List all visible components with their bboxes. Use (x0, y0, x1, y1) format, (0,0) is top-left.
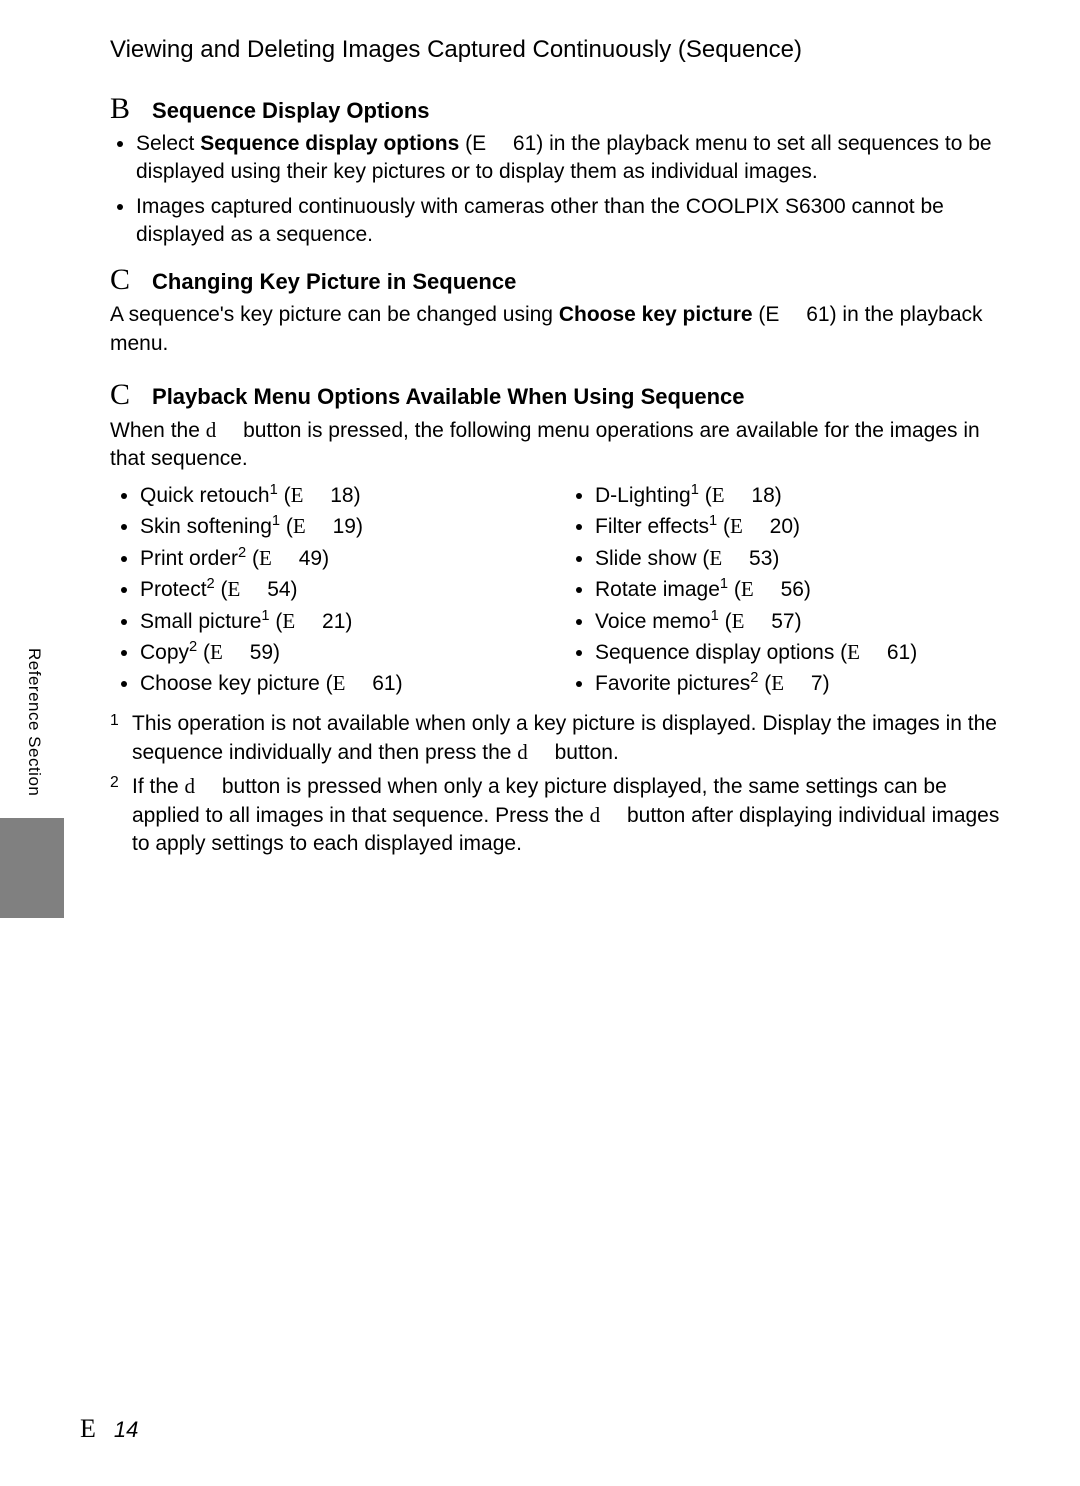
menu-option-item: Small picture1 (E 21) (140, 606, 545, 637)
section-c2-header: C Playback Menu Options Available When U… (110, 380, 1000, 410)
menu-option-item: Protect2 (E 54) (140, 574, 545, 605)
menu-option-item: Print order2 (E 49) (140, 543, 545, 574)
section-b-header: B Sequence Display Options (110, 94, 1000, 124)
footnotes: 1 This operation is not available when o… (110, 710, 1000, 859)
menu-option-item: Choose key picture (E 61) (140, 668, 545, 699)
page: Viewing and Deleting Images Captured Con… (0, 0, 1080, 1486)
side-tab: Reference Section (24, 648, 64, 898)
section-c1-body: A sequence's key picture can be changed … (110, 301, 1000, 358)
section-c2-heading: Playback Menu Options Available When Usi… (152, 384, 745, 410)
section-b-list: Select Sequence display options (E 61) i… (110, 130, 1000, 249)
side-tab-bar (0, 818, 64, 918)
page-title: Viewing and Deleting Images Captured Con… (110, 36, 1000, 64)
menu-option-item: Rotate image1 (E 56) (595, 574, 1000, 605)
menu-options-left: Quick retouch1 (E 18)Skin softening1 (E … (110, 480, 545, 700)
menu-options-columns: Quick retouch1 (E 18)Skin softening1 (E … (110, 480, 1000, 700)
footnote-2: 2 If the d button is pressed when only a… (110, 772, 1000, 859)
section-b-heading: Sequence Display Options (152, 98, 430, 124)
menu-options-right: D-Lighting1 (E 18)Filter effects1 (E 20)… (565, 480, 1000, 700)
section-b-bullet-2: Images captured continuously with camera… (136, 193, 1000, 250)
menu-option-item: Voice memo1 (E 57) (595, 606, 1000, 637)
page-number-num: 14 (114, 1417, 138, 1443)
menu-option-item: Favorite pictures2 (E 7) (595, 668, 1000, 699)
menu-option-item: Sequence display options (E 61) (595, 637, 1000, 668)
page-number-sym: E (80, 1414, 96, 1444)
page-number: E 14 (80, 1414, 138, 1444)
side-tab-label: Reference Section (24, 648, 44, 796)
section-c1-heading: Changing Key Picture in Sequence (152, 269, 516, 295)
menu-option-item: Skin softening1 (E 19) (140, 511, 545, 542)
menu-option-item: Quick retouch1 (E 18) (140, 480, 545, 511)
section-c1-header: C Changing Key Picture in Sequence (110, 265, 1000, 295)
menu-option-item: Slide show (E 53) (595, 543, 1000, 574)
section-c2-icon: C (110, 380, 130, 410)
section-b-icon: B (110, 94, 130, 124)
footnote-1: 1 This operation is not available when o… (110, 710, 1000, 768)
section-c1-icon: C (110, 265, 130, 295)
section-c2-body: When the d button is pressed, the follow… (110, 416, 1000, 474)
section-b-bullet-1: Select Sequence display options (E 61) i… (136, 130, 1000, 187)
menu-option-item: D-Lighting1 (E 18) (595, 480, 1000, 511)
menu-option-item: Copy2 (E 59) (140, 637, 545, 668)
menu-option-item: Filter effects1 (E 20) (595, 511, 1000, 542)
